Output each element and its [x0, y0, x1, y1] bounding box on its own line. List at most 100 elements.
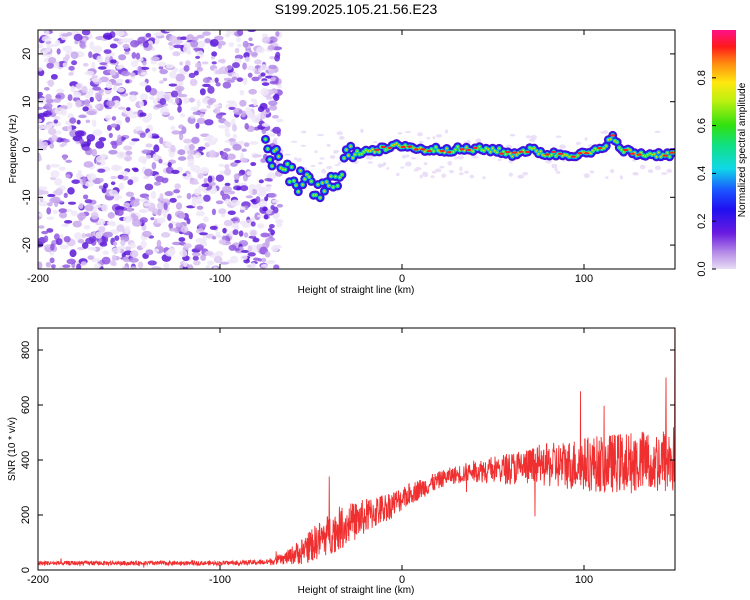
spectrogram-noise-blob: [135, 125, 143, 132]
spectrogram-noise-blob: [128, 257, 139, 263]
spectrogram-noise-blob: [46, 164, 51, 171]
spectrogram-noise-blob: [67, 124, 72, 132]
spectrogram-noise-blob: [214, 107, 221, 115]
spectrogram-ridge-mark: [325, 181, 328, 183]
spectrogram-noise-blob: [241, 249, 250, 253]
spectrogram-ridge-mark: [485, 147, 487, 150]
spectrogram-ridge-mark: [518, 152, 520, 154]
snr-y-tick-label: 600: [20, 396, 32, 414]
spectrogram-noise-blob: [67, 187, 75, 195]
spectrogram-noise-blob: [208, 150, 217, 158]
spectrogram-noise-blob: [53, 115, 61, 121]
spectrogram-noise-blob: [232, 133, 238, 140]
spectrogram-ridge-mark: [622, 151, 625, 153]
spectrogram-noise-blob: [162, 77, 168, 82]
spectrogram-faint-blob: [337, 162, 342, 165]
spectrogram-noise-blob: [257, 223, 265, 229]
spectrogram-noise-blob: [126, 206, 133, 213]
spectrogram-noise-blob: [205, 264, 211, 269]
spectrogram-faint-blob: [413, 169, 419, 172]
spectrogram-noise-blob: [200, 254, 206, 262]
spectrogram-noise-blob: [152, 135, 160, 139]
spectrogram-y-tick-label: -10: [21, 189, 33, 205]
spectrogram-noise-blob: [153, 248, 160, 253]
figure-title: S199.2025.105.21.56.E23: [275, 1, 438, 17]
spectrogram-ridge-mark: [373, 151, 376, 153]
spectrogram-ridge-peak: [511, 151, 517, 154]
spectrogram-noise-blob: [55, 94, 62, 99]
spectrogram-noise-blob: [39, 196, 44, 203]
spectrogram-ridge-mark: [369, 150, 372, 152]
spectrogram-noise-blob: [138, 198, 148, 202]
spectrogram-ridge-mark: [264, 138, 267, 141]
spectrogram-ridge-peak: [413, 148, 419, 151]
spectrogram-ridge-mark: [304, 178, 306, 180]
spectrogram-noise-blob: [139, 66, 150, 71]
spectrogram-ridge-mark: [537, 152, 540, 155]
spectrogram-noise-blob: [62, 264, 71, 269]
spectrogram-ridge-mark: [312, 194, 315, 196]
spectrogram-noise-blob: [201, 183, 210, 188]
spectrogram-noise-blob: [215, 250, 224, 257]
spectrogram-faint-blob: [509, 133, 516, 137]
spectrogram-ridge-mark: [279, 167, 282, 169]
spectrogram-noise-blob: [239, 220, 248, 225]
spectrogram-faint-blob: [459, 166, 463, 172]
spectrogram-noise-blob: [152, 153, 159, 161]
spectrogram-ridge-mark: [605, 145, 608, 147]
spectrogram-noise-blob: [46, 228, 54, 233]
spectrogram-noise-blob: [227, 210, 236, 216]
spectrogram-noise-blob: [103, 49, 112, 54]
colorbar-tick-label: 0.8: [696, 70, 708, 85]
spectrogram-noise-blob: [261, 36, 271, 44]
spectrogram-noise-blob: [49, 142, 55, 149]
spectrogram-ridge-mark: [498, 147, 500, 150]
spectrogram-ridge-mark: [539, 150, 542, 153]
spectrogram-noise-blob: [53, 98, 62, 103]
spectrogram-noise-blob: [38, 112, 48, 117]
spectrogram-ridge-mark: [371, 148, 374, 151]
colorbar-ticks: 0.0 0.2 0.4 0.6 0.8: [696, 70, 716, 277]
spectrogram-noise-blob: [199, 88, 206, 96]
spectrogram-noise-blob: [95, 92, 103, 101]
spectrogram-noise-blob: [82, 176, 87, 185]
spectrogram-noise-blob: [160, 232, 171, 238]
spectrogram-noise-blob: [180, 225, 189, 233]
spectrogram-noise-blob: [58, 211, 68, 219]
spectrogram-noise-blob: [106, 124, 112, 131]
spectrogram-noise-blob: [250, 262, 257, 269]
spectrogram-ridge-peak: [518, 150, 524, 153]
spectrogram-noise-blob: [91, 148, 98, 157]
spectrogram-noise-blob: [157, 91, 166, 96]
spectrogram-noise-blob: [264, 177, 273, 182]
spectrogram-noise-blob: [59, 244, 69, 250]
spectrogram-noise-blob: [264, 251, 271, 258]
spectrogram-faint-blob: [426, 136, 431, 140]
spectrogram-ridge-peak: [662, 154, 668, 157]
spectrogram-faint-blob: [454, 156, 459, 160]
spectrogram-ridge-mark: [284, 168, 286, 171]
spectrogram-noise-blob: [109, 260, 116, 266]
spectrogram-noise-blob: [46, 62, 54, 69]
spectrogram-noise-blob: [251, 188, 258, 195]
spectrogram-noise-blob: [217, 125, 227, 129]
spectrogram-noise-blob: [131, 51, 137, 59]
spectrogram-ridge-mark: [299, 169, 302, 172]
spectrogram-noise-blob: [170, 144, 176, 153]
spectrogram-y-tick-label: -20: [21, 237, 33, 253]
spectrogram-noise-blob: [195, 55, 201, 60]
spectrogram-noise-blob: [272, 126, 282, 134]
spectrogram-noise-blob: [147, 112, 153, 121]
spectrogram-noise-blob: [76, 119, 81, 125]
spectrogram-noise-blob: [228, 42, 235, 48]
spectrogram-noise-blob: [142, 41, 149, 48]
spectrogram-noise-blob: [65, 159, 73, 163]
spectrogram-noise-blob: [119, 247, 125, 254]
spectrogram-noise-blob: [193, 260, 201, 266]
colorbar-tick-label: 0.2: [696, 214, 708, 229]
spectrogram-faint-blob: [666, 168, 673, 174]
spectrogram-noise-blob: [98, 185, 104, 189]
spectrogram-faint-blob: [334, 164, 340, 167]
spectrogram-noise-blob: [116, 65, 123, 70]
